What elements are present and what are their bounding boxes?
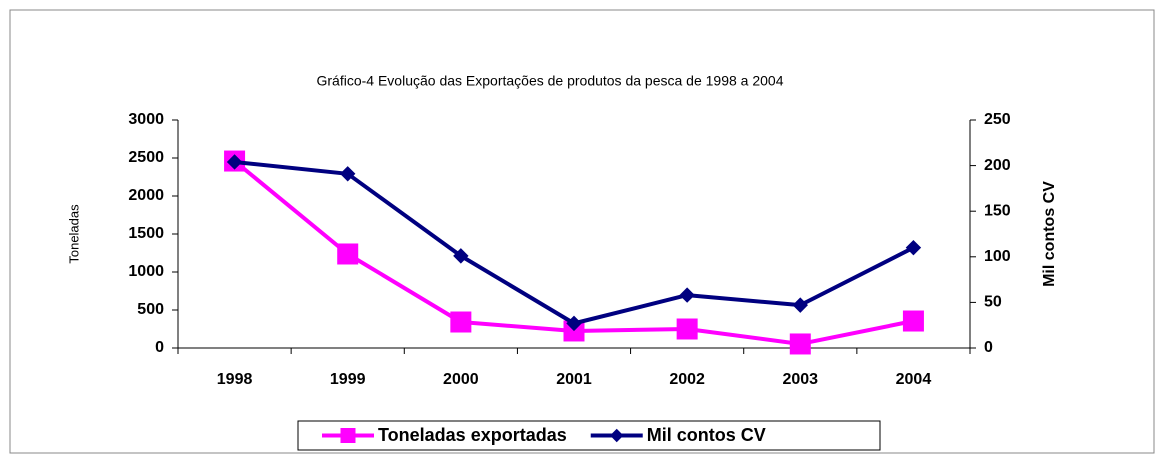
series-marker (566, 315, 582, 332)
series-marker (450, 311, 472, 333)
x-tick-label: 2003 (782, 371, 818, 388)
x-tick-label: 2004 (896, 371, 932, 388)
x-tick-label: 2002 (669, 371, 705, 388)
series-marker (453, 248, 469, 264)
series-marker (340, 166, 356, 182)
chart-title: Gráfico-4 Evolução das Exportações de pr… (317, 73, 784, 89)
y-tick-label: 1500 (128, 225, 164, 242)
series-marker (905, 239, 922, 256)
y2-axis-title: Mil contos CV (1041, 181, 1058, 287)
x-tick-label: 1999 (330, 371, 366, 388)
y-axis-title: Toneladas (66, 204, 81, 264)
x-tick-label: 2000 (443, 371, 479, 388)
legend-label: Toneladas exportadas (378, 425, 567, 445)
legend-box (297, 420, 881, 451)
y2-tick-label: 100 (984, 248, 1011, 265)
y-tick-label: 1000 (128, 263, 164, 280)
x-tick-label: 1998 (217, 371, 253, 388)
y-tick-label: 2000 (128, 187, 164, 204)
y2-tick-label: 150 (984, 202, 1011, 219)
y2-tick-label: 50 (984, 294, 1002, 311)
y2-tick-label: 200 (984, 157, 1011, 174)
y-tick-label: 2500 (128, 149, 164, 166)
series-marker (676, 318, 698, 340)
legend-marker (340, 428, 356, 443)
legend-marker (610, 428, 624, 443)
series-marker (902, 310, 924, 332)
y-tick-label: 3000 (128, 111, 164, 128)
legend-label: Mil contos CV (647, 425, 766, 445)
series-marker (337, 243, 359, 265)
y2-tick-label: 250 (984, 111, 1011, 128)
y-tick-label: 500 (137, 301, 164, 318)
y-tick-label: 0 (155, 339, 164, 356)
series-marker (226, 154, 243, 170)
series-marker (679, 287, 695, 303)
y2-tick-label: 0 (984, 339, 993, 356)
x-tick-label: 2001 (556, 371, 592, 388)
chart-frame (9, 9, 1155, 454)
series-marker (792, 297, 808, 313)
series-marker (789, 333, 811, 355)
